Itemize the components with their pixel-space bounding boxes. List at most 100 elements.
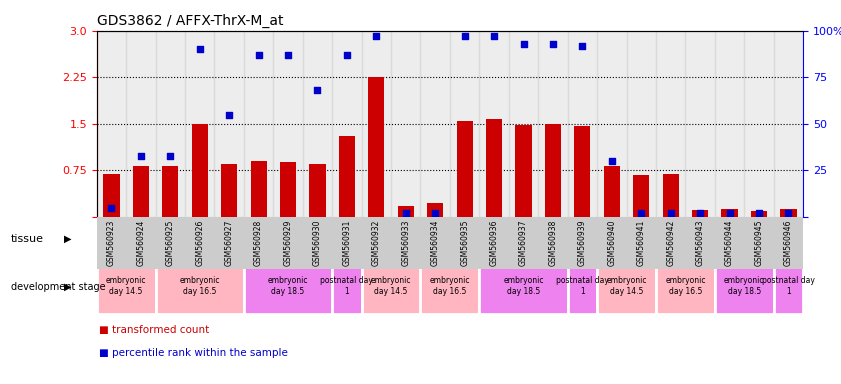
Bar	[420, 217, 450, 269]
Point	[664, 210, 677, 216]
Bar	[420, 260, 479, 314]
Bar	[273, 31, 303, 217]
Bar	[627, 31, 656, 217]
Bar	[663, 174, 679, 217]
Bar	[568, 31, 597, 217]
Bar	[192, 124, 208, 217]
Bar	[280, 162, 296, 217]
Bar	[692, 210, 708, 217]
Bar	[362, 217, 391, 269]
Text: ■ percentile rank within the sample: ■ percentile rank within the sample	[99, 348, 288, 358]
Text: epididymis: epididymis	[449, 232, 510, 242]
Bar	[156, 217, 185, 269]
Text: ▶: ▶	[64, 282, 71, 292]
Bar	[597, 260, 656, 314]
Bar	[103, 174, 119, 217]
Bar	[538, 217, 568, 269]
Bar	[133, 166, 149, 217]
Text: GSM560934: GSM560934	[431, 220, 440, 266]
Point	[546, 41, 559, 47]
Text: embryonic
day 16.5: embryonic day 16.5	[179, 276, 220, 296]
Bar	[332, 31, 362, 217]
Bar	[780, 209, 796, 217]
Bar	[774, 31, 803, 217]
Bar	[656, 260, 715, 314]
Text: GSM560933: GSM560933	[401, 220, 410, 266]
Text: embryonic
day 18.5: embryonic day 18.5	[267, 276, 309, 296]
Bar	[486, 119, 502, 217]
Text: GSM560941: GSM560941	[637, 220, 646, 266]
Bar	[479, 31, 509, 217]
Point	[752, 210, 765, 216]
Bar	[479, 217, 509, 269]
Bar	[332, 260, 362, 314]
Bar	[221, 164, 237, 217]
Point	[693, 210, 706, 216]
Bar	[509, 217, 538, 269]
Text: tissue: tissue	[11, 234, 44, 244]
Point	[399, 210, 412, 216]
Bar	[126, 31, 156, 217]
Bar	[538, 31, 568, 217]
Bar	[244, 31, 273, 217]
Point	[369, 33, 383, 40]
Text: GSM560931: GSM560931	[342, 220, 352, 266]
Bar	[744, 31, 774, 217]
Bar	[597, 31, 627, 217]
Text: embryonic
day 16.5: embryonic day 16.5	[430, 276, 470, 296]
Text: GSM560924: GSM560924	[136, 220, 145, 266]
Text: GSM560929: GSM560929	[283, 220, 293, 266]
Point	[193, 46, 206, 52]
Point	[281, 52, 294, 58]
Point	[310, 87, 324, 93]
Bar	[545, 124, 561, 217]
Text: postnatal day
1: postnatal day 1	[762, 276, 815, 296]
Bar	[751, 211, 767, 217]
Text: GSM560938: GSM560938	[548, 220, 558, 266]
Text: GSM560928: GSM560928	[254, 220, 263, 266]
Bar	[273, 217, 303, 269]
Point	[163, 152, 177, 159]
Point	[428, 210, 442, 216]
Bar	[309, 164, 325, 217]
Bar	[656, 217, 685, 269]
Bar	[450, 217, 479, 269]
Text: efferent ducts: efferent ducts	[190, 232, 268, 242]
Point	[722, 210, 736, 216]
Text: GSM560939: GSM560939	[578, 220, 587, 266]
Text: GDS3862 / AFFX-ThrX-M_at: GDS3862 / AFFX-ThrX-M_at	[97, 14, 283, 28]
Text: GSM560926: GSM560926	[195, 220, 204, 266]
Bar	[774, 217, 803, 269]
Bar	[656, 31, 685, 217]
Text: GSM560935: GSM560935	[460, 220, 469, 266]
Point	[340, 52, 353, 58]
Bar	[214, 31, 244, 217]
Text: embryonic
day 18.5: embryonic day 18.5	[724, 276, 764, 296]
Bar	[597, 217, 627, 269]
Text: development stage: development stage	[11, 282, 106, 292]
Bar	[97, 31, 126, 217]
Bar	[362, 222, 597, 253]
Point	[575, 43, 589, 49]
Text: GSM560936: GSM560936	[489, 220, 499, 266]
Point	[634, 210, 648, 216]
Bar	[185, 31, 214, 217]
Bar	[597, 222, 803, 253]
Point	[605, 158, 618, 164]
Text: ■ transformed count: ■ transformed count	[99, 325, 209, 335]
Text: GSM560946: GSM560946	[784, 220, 793, 266]
Text: GSM560923: GSM560923	[107, 220, 116, 266]
Point	[251, 52, 265, 58]
Text: embryonic
day 14.5: embryonic day 14.5	[106, 276, 146, 296]
Text: GSM560944: GSM560944	[725, 220, 734, 266]
Point	[781, 210, 795, 216]
Text: GSM560943: GSM560943	[696, 220, 705, 266]
Bar	[457, 121, 473, 217]
Bar	[685, 31, 715, 217]
Bar	[303, 31, 332, 217]
Bar	[391, 31, 420, 217]
Bar	[332, 217, 362, 269]
Bar	[251, 161, 267, 217]
Point	[104, 205, 118, 211]
Bar	[479, 260, 568, 314]
